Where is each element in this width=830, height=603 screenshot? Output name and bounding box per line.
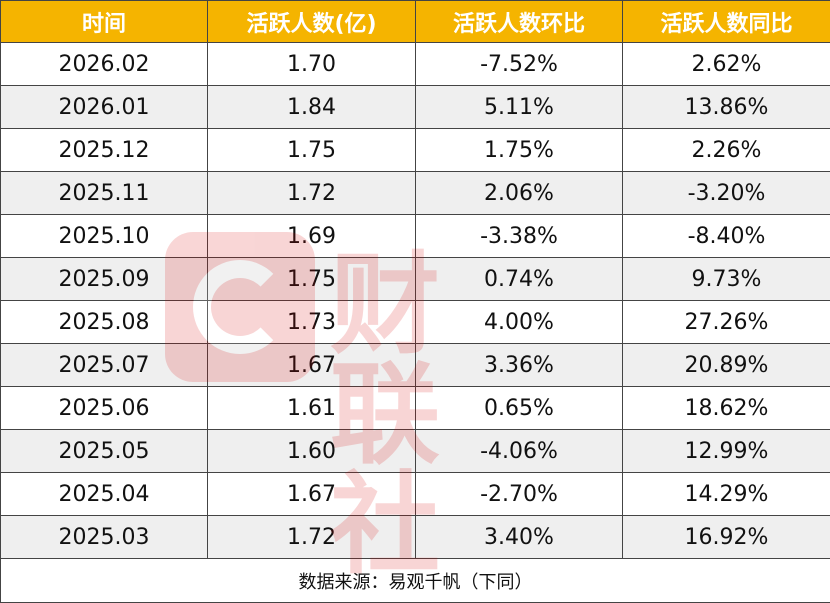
cell-yoy-change: 2.26%: [622, 128, 830, 172]
cell-mom-change: 0.65%: [415, 386, 623, 430]
cell-time: 2025.05: [0, 429, 208, 473]
cell-yoy-change: 18.62%: [622, 386, 830, 430]
cell-active-users: 1.72: [207, 515, 416, 559]
table-row: 2025.11 1.72 2.06% -3.20%: [0, 171, 830, 215]
cell-time: 2025.10: [0, 214, 208, 258]
cell-yoy-change: 27.26%: [622, 300, 830, 344]
cell-time: 2025.04: [0, 472, 208, 516]
table-row: 2025.07 1.67 3.36% 20.89%: [0, 343, 830, 387]
header-yoy-change: 活跃人数同比: [622, 0, 830, 43]
cell-yoy-change: 20.89%: [622, 343, 830, 387]
cell-mom-change: 1.75%: [415, 128, 623, 172]
table-row: 2025.08 1.73 4.00% 27.26%: [0, 300, 830, 344]
cell-active-users: 1.67: [207, 472, 416, 516]
table-row: 2025.06 1.61 0.65% 18.62%: [0, 386, 830, 430]
cell-yoy-change: 2.62%: [622, 42, 830, 86]
cell-active-users: 1.73: [207, 300, 416, 344]
cell-yoy-change: -8.40%: [622, 214, 830, 258]
cell-yoy-change: -3.20%: [622, 171, 830, 215]
cell-mom-change: 3.40%: [415, 515, 623, 559]
table-row: 2025.12 1.75 1.75% 2.26%: [0, 128, 830, 172]
cell-yoy-change: 16.92%: [622, 515, 830, 559]
cell-mom-change: 0.74%: [415, 257, 623, 301]
cell-time: 2025.06: [0, 386, 208, 430]
cell-mom-change: 5.11%: [415, 85, 623, 129]
cell-mom-change: 3.36%: [415, 343, 623, 387]
table-row: 2025.04 1.67 -2.70% 14.29%: [0, 472, 830, 516]
cell-time: 2025.08: [0, 300, 208, 344]
cell-active-users: 1.72: [207, 171, 416, 215]
cell-time: 2025.12: [0, 128, 208, 172]
cell-yoy-change: 9.73%: [622, 257, 830, 301]
table-row: 2026.01 1.84 5.11% 13.86%: [0, 85, 830, 129]
table-row: 2025.10 1.69 -3.38% -8.40%: [0, 214, 830, 258]
header-row: 时间 活跃人数(亿) 活跃人数环比 活跃人数同比: [0, 0, 830, 43]
cell-time: 2025.11: [0, 171, 208, 215]
cell-active-users: 1.60: [207, 429, 416, 473]
header-active-users: 活跃人数(亿): [207, 0, 416, 43]
cell-time: 2025.07: [0, 343, 208, 387]
cell-active-users: 1.69: [207, 214, 416, 258]
cell-time: 2026.02: [0, 42, 208, 86]
cell-active-users: 1.75: [207, 128, 416, 172]
cell-active-users: 1.61: [207, 386, 416, 430]
cell-active-users: 1.75: [207, 257, 416, 301]
cell-mom-change: -7.52%: [415, 42, 623, 86]
cell-active-users: 1.84: [207, 85, 416, 129]
cell-mom-change: 2.06%: [415, 171, 623, 215]
cell-yoy-change: 14.29%: [622, 472, 830, 516]
header-time: 时间: [0, 0, 208, 43]
cell-active-users: 1.70: [207, 42, 416, 86]
cell-mom-change: -2.70%: [415, 472, 623, 516]
cell-time: 2026.01: [0, 85, 208, 129]
cell-mom-change: -3.38%: [415, 214, 623, 258]
source-footer-row: 数据来源：易观千帆（下同）: [0, 558, 830, 603]
cell-mom-change: -4.06%: [415, 429, 623, 473]
table-body: 2026.02 1.70 -7.52% 2.62% 2026.01 1.84 5…: [0, 42, 830, 603]
cell-mom-change: 4.00%: [415, 300, 623, 344]
table-row: 2025.03 1.72 3.40% 16.92%: [0, 515, 830, 559]
table-row: 2026.02 1.70 -7.52% 2.62%: [0, 42, 830, 86]
source-note: 数据来源：易观千帆（下同）: [0, 558, 830, 603]
table-row: 2025.05 1.60 -4.06% 12.99%: [0, 429, 830, 473]
header-mom-change: 活跃人数环比: [415, 0, 623, 43]
cell-time: 2025.03: [0, 515, 208, 559]
cell-time: 2025.09: [0, 257, 208, 301]
cell-yoy-change: 12.99%: [622, 429, 830, 473]
table-row: 2025.09 1.75 0.74% 9.73%: [0, 257, 830, 301]
cell-active-users: 1.67: [207, 343, 416, 387]
cell-yoy-change: 13.86%: [622, 85, 830, 129]
